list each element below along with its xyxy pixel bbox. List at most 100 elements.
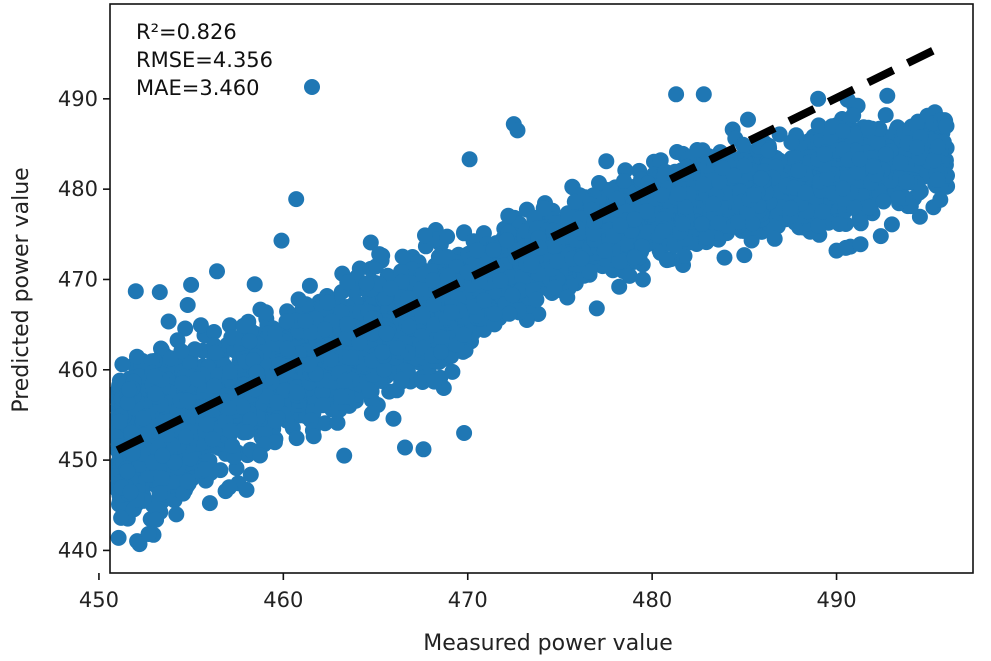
data-point	[207, 344, 224, 361]
data-point	[173, 343, 190, 360]
data-point	[611, 253, 628, 270]
data-point	[677, 199, 694, 216]
data-point	[363, 405, 380, 422]
data-point	[426, 316, 443, 333]
data-point	[110, 529, 127, 546]
data-point	[223, 329, 240, 346]
data-point	[175, 485, 192, 502]
data-point	[670, 185, 687, 202]
data-point	[598, 153, 615, 170]
data-point	[278, 313, 295, 330]
data-point	[114, 356, 131, 373]
data-point	[653, 187, 670, 203]
data-point	[591, 175, 607, 191]
data-point	[932, 191, 949, 208]
data-point	[469, 242, 486, 259]
data-point	[267, 413, 284, 430]
data-point	[831, 216, 848, 232]
data-point	[393, 371, 410, 388]
data-point	[192, 317, 209, 334]
data-point	[581, 263, 598, 280]
data-point	[401, 318, 417, 335]
data-point	[783, 134, 800, 151]
data-point	[362, 234, 379, 251]
data-point	[689, 142, 706, 158]
data-point	[766, 230, 783, 247]
data-point	[361, 382, 378, 399]
data-point	[160, 313, 177, 330]
data-point	[123, 424, 140, 441]
data-point	[716, 249, 733, 266]
data-point	[182, 355, 198, 372]
data-point	[938, 118, 955, 134]
data-point	[546, 238, 563, 255]
data-point	[412, 281, 429, 297]
data-point	[177, 320, 194, 337]
data-point	[153, 470, 170, 486]
data-point	[288, 430, 305, 447]
data-point	[766, 218, 782, 235]
data-point	[879, 87, 896, 104]
data-point	[186, 341, 203, 358]
data-point	[845, 107, 862, 124]
data-point	[492, 272, 509, 289]
data-point	[414, 374, 431, 390]
data-point	[911, 208, 928, 225]
data-point	[735, 136, 752, 153]
data-point	[929, 171, 946, 188]
data-point	[339, 329, 356, 346]
data-point	[658, 252, 675, 269]
data-point	[290, 291, 307, 308]
data-point	[444, 363, 461, 380]
data-point	[877, 107, 894, 124]
data-point	[611, 278, 628, 295]
data-point	[385, 410, 402, 427]
data-point	[634, 238, 651, 255]
data-point	[394, 248, 411, 265]
data-point	[221, 479, 238, 496]
data-point	[877, 146, 894, 163]
data-point	[329, 414, 346, 431]
data-point	[179, 297, 196, 313]
data-point	[252, 447, 268, 464]
data-point	[376, 361, 393, 378]
data-point	[676, 248, 693, 264]
data-point	[433, 329, 450, 346]
data-point	[267, 325, 283, 342]
data-point	[439, 228, 456, 245]
data-point	[221, 317, 238, 334]
data-point	[626, 249, 643, 266]
data-point	[323, 351, 339, 368]
data-point	[143, 353, 160, 370]
data-point	[417, 227, 433, 244]
data-point	[314, 397, 331, 414]
data-point	[378, 325, 395, 342]
data-point	[501, 305, 518, 322]
data-point	[246, 276, 263, 293]
data-point	[426, 373, 443, 390]
data-point	[235, 317, 252, 334]
data-point	[206, 324, 222, 340]
data-point	[197, 461, 213, 478]
data-point	[201, 495, 218, 512]
data-points	[109, 86, 956, 553]
data-point	[339, 274, 356, 291]
data-point	[305, 428, 322, 445]
data-point	[694, 216, 710, 232]
data-point	[810, 217, 827, 234]
data-point	[317, 415, 333, 432]
data-point	[129, 348, 145, 365]
data-point	[860, 119, 877, 136]
data-point	[257, 304, 274, 321]
data-point	[890, 190, 906, 207]
data-point	[710, 215, 727, 231]
data-point	[861, 199, 878, 216]
data-point	[182, 450, 199, 467]
data-point	[301, 277, 318, 294]
data-point	[257, 423, 273, 440]
data-point	[810, 117, 827, 134]
data-point	[566, 193, 583, 210]
data-point	[198, 416, 215, 433]
data-point	[908, 116, 925, 133]
